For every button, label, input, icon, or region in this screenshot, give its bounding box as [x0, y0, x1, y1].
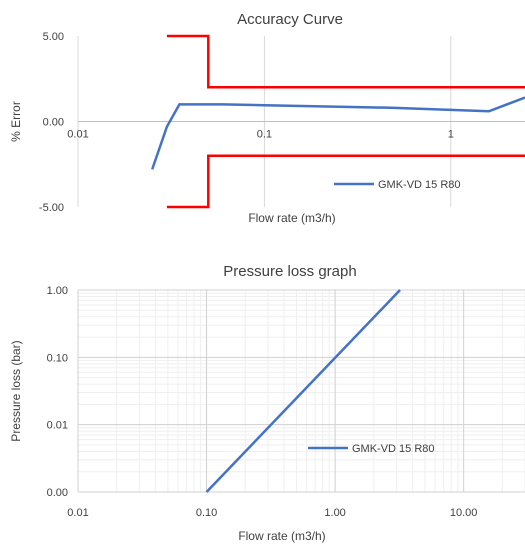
pl-y-tick-label: 0.00 [47, 487, 68, 499]
acc-x-tick-label: 0.01 [67, 129, 88, 141]
pl-legend-label: GMK-VD 15 R80 [352, 443, 435, 455]
pl-y-tick-label: 0.01 [47, 420, 68, 432]
acc-y-tick-label: 5.00 [43, 31, 64, 43]
acc-x-axis-label: Flow rate (m3/h) [248, 211, 335, 225]
pl-series-line [205, 289, 401, 493]
pl-y-tick-label: 1.00 [47, 285, 68, 297]
acc-chart-title: Accuracy Curve [237, 11, 343, 28]
pl-chart-title: Pressure loss graph [223, 263, 356, 280]
pl-x-tick-label: 0.01 [67, 507, 88, 519]
acc-series-line [150, 96, 525, 170]
pl-y-tick-label: 0.10 [47, 352, 68, 364]
acc-limit-line [166, 34, 525, 89]
acc-x-tick-label: 0.1 [257, 129, 272, 141]
acc-legend-label: GMK-VD 15 R80 [378, 179, 461, 191]
pl-x-tick-label: 1.00 [324, 507, 345, 519]
acc-y-tick-label: -5.00 [39, 202, 64, 214]
pl-x-axis-label: Flow rate (m3/h) [238, 529, 325, 543]
acc-y-tick-label: 0.00 [43, 117, 64, 129]
acc-limit-line [166, 154, 525, 209]
pl-x-tick-label: 0.10 [196, 507, 217, 519]
pl-x-tick-label: 10.00 [450, 507, 478, 519]
acc-x-tick-label: 1 [448, 129, 454, 141]
acc-y-axis-label: % Error [9, 101, 23, 142]
pl-y-axis-label: Pressure loss (bar) [9, 340, 23, 441]
